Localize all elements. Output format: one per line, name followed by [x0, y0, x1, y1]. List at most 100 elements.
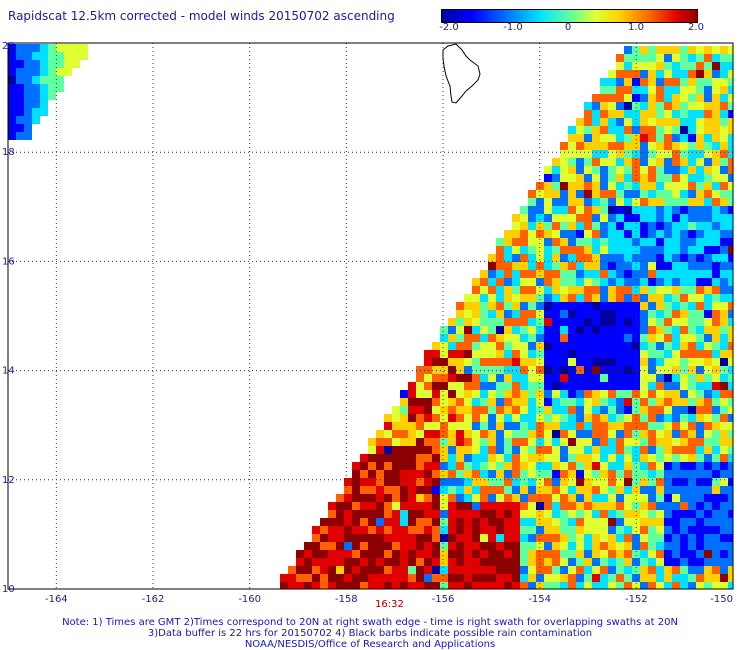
data-cell	[376, 462, 384, 470]
data-cell	[632, 102, 640, 110]
data-cell	[400, 422, 408, 430]
data-cell	[656, 246, 664, 254]
data-cell	[480, 566, 488, 574]
data-cell	[656, 510, 664, 518]
data-cell	[568, 494, 576, 502]
data-cell	[280, 582, 288, 589]
data-cell	[584, 182, 592, 190]
data-cell	[728, 486, 733, 494]
data-cell	[528, 254, 536, 262]
data-cell	[416, 454, 424, 462]
data-cell	[584, 382, 592, 390]
data-cell	[560, 430, 568, 438]
data-cell	[536, 470, 544, 478]
data-cell	[672, 374, 680, 382]
data-cell	[688, 286, 696, 294]
data-cell	[480, 502, 488, 510]
data-cell	[352, 526, 360, 534]
data-cell	[648, 582, 656, 589]
data-cell	[672, 326, 680, 334]
data-cell	[592, 478, 600, 486]
data-cell	[360, 518, 368, 526]
data-cell	[416, 494, 424, 502]
data-cell	[400, 454, 408, 462]
data-cell	[504, 334, 512, 342]
data-cell	[608, 446, 616, 454]
data-cell	[584, 206, 592, 214]
data-cell	[648, 422, 656, 430]
data-cell	[688, 246, 696, 254]
data-cell	[456, 358, 464, 366]
data-cell	[608, 550, 616, 558]
data-cell	[400, 566, 408, 574]
data-cell	[552, 214, 560, 222]
data-cell	[552, 270, 560, 278]
data-cell	[608, 134, 616, 142]
data-cell	[648, 270, 656, 278]
data-cell	[608, 230, 616, 238]
data-cell	[528, 334, 536, 342]
data-cell	[680, 286, 688, 294]
data-cell	[672, 318, 680, 326]
data-cell	[472, 486, 480, 494]
data-cell	[632, 446, 640, 454]
data-cell	[544, 198, 552, 206]
data-cell	[288, 574, 296, 582]
data-cell	[504, 438, 512, 446]
data-cell	[448, 390, 456, 398]
data-cell	[488, 582, 496, 589]
data-cell	[688, 150, 696, 158]
data-cell	[616, 366, 624, 374]
data-cell	[712, 366, 720, 374]
data-cell	[632, 326, 640, 334]
data-cell	[520, 334, 528, 342]
data-cell	[648, 494, 656, 502]
data-cell	[512, 398, 520, 406]
data-cell	[512, 334, 520, 342]
data-cell	[672, 310, 680, 318]
data-cell	[496, 286, 504, 294]
data-cell	[728, 54, 733, 62]
data-cell	[688, 262, 696, 270]
data-cell	[704, 190, 712, 198]
data-cell	[640, 574, 648, 582]
data-cell	[536, 342, 544, 350]
data-cell	[656, 190, 664, 198]
data-cell	[480, 374, 488, 382]
data-cell	[56, 76, 64, 84]
data-cell	[512, 502, 520, 510]
data-cell	[704, 182, 712, 190]
data-cell	[608, 582, 616, 589]
data-cell	[24, 44, 32, 52]
data-cell	[688, 86, 696, 94]
data-cell	[552, 374, 560, 382]
data-cell	[632, 54, 640, 62]
data-cell	[568, 382, 576, 390]
data-cell	[320, 518, 328, 526]
data-cell	[448, 462, 456, 470]
data-cell	[16, 132, 24, 140]
data-cell	[576, 526, 584, 534]
data-cell	[712, 254, 720, 262]
data-cell	[520, 534, 528, 542]
data-cell	[712, 54, 720, 62]
data-cell	[656, 142, 664, 150]
data-cell	[480, 558, 488, 566]
data-cell	[632, 70, 640, 78]
data-cell	[432, 558, 440, 566]
data-cell	[688, 102, 696, 110]
data-cell	[648, 454, 656, 462]
data-cell	[576, 142, 584, 150]
data-cell	[656, 134, 664, 142]
data-cell	[560, 334, 568, 342]
data-cell	[640, 102, 648, 110]
data-cell	[528, 302, 536, 310]
data-cell	[552, 310, 560, 318]
data-cell	[504, 494, 512, 502]
data-cell	[680, 382, 688, 390]
data-cell	[432, 390, 440, 398]
data-cell	[600, 158, 608, 166]
colorbar-tick-label: -1.0	[503, 22, 523, 33]
data-cell	[328, 558, 336, 566]
data-cell	[456, 374, 464, 382]
